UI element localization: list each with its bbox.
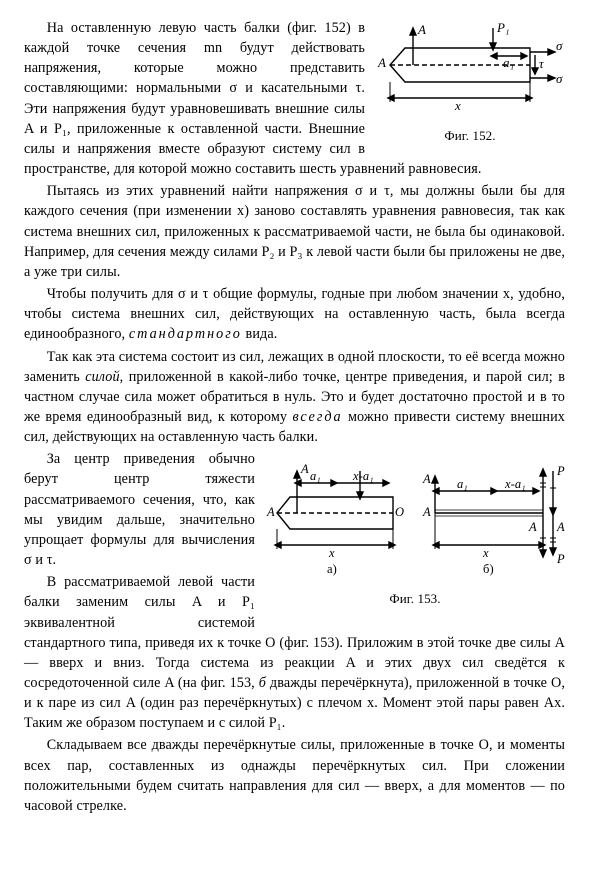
figure-153-caption: Фиг. 153. bbox=[265, 590, 565, 608]
figure-153: A A O a₁ x-a₁ x а) A A a₁ x-a₁ x P₁ A A … bbox=[265, 453, 565, 608]
svg-text:A: A bbox=[300, 462, 309, 476]
svg-text:x: x bbox=[482, 546, 489, 560]
svg-text:a₁: a₁ bbox=[310, 469, 321, 483]
svg-text:O: O bbox=[395, 505, 404, 519]
para-2: Пытаясь из этих уравнений найти напряжен… bbox=[24, 181, 565, 282]
svg-text:A: A bbox=[377, 55, 386, 70]
svg-text:σ: σ bbox=[556, 71, 563, 86]
svg-text:а): а) bbox=[327, 562, 337, 576]
svg-text:x-a₁: x-a₁ bbox=[504, 477, 526, 491]
para-4: Так как эта система состоит из сил, лежа… bbox=[24, 347, 565, 448]
svg-text:x-a₁: x-a₁ bbox=[352, 469, 374, 483]
svg-text:A: A bbox=[417, 22, 426, 37]
svg-text:a₁: a₁ bbox=[503, 55, 514, 70]
svg-text:σ: σ bbox=[556, 38, 563, 53]
figure-152-caption: Фиг. 152. bbox=[375, 127, 565, 145]
svg-text:A: A bbox=[556, 520, 565, 534]
svg-text:A: A bbox=[422, 505, 431, 519]
svg-text:A: A bbox=[528, 520, 537, 534]
svg-text:x: x bbox=[454, 98, 461, 113]
figure-152-svg: A A P₁ a₁ x σ σ τ bbox=[375, 20, 565, 125]
svg-text:a₁: a₁ bbox=[457, 477, 468, 491]
svg-text:P₁: P₁ bbox=[556, 552, 565, 566]
svg-text:A: A bbox=[422, 472, 431, 486]
svg-text:x: x bbox=[328, 546, 335, 560]
svg-text:P₁: P₁ bbox=[496, 20, 510, 35]
svg-text:A: A bbox=[266, 505, 275, 519]
para-7: Складываем все дважды перечёркнутые силы… bbox=[24, 735, 565, 816]
para-3: Чтобы получить для σ и τ общие формулы, … bbox=[24, 284, 565, 344]
svg-text:б): б) bbox=[483, 562, 494, 576]
svg-text:P₁: P₁ bbox=[556, 464, 565, 478]
figure-152: A A P₁ a₁ x σ σ τ Фиг. 152. bbox=[375, 20, 565, 145]
svg-text:τ: τ bbox=[539, 56, 545, 71]
figure-153-svg: A A O a₁ x-a₁ x а) A A a₁ x-a₁ x P₁ A A … bbox=[265, 453, 565, 588]
